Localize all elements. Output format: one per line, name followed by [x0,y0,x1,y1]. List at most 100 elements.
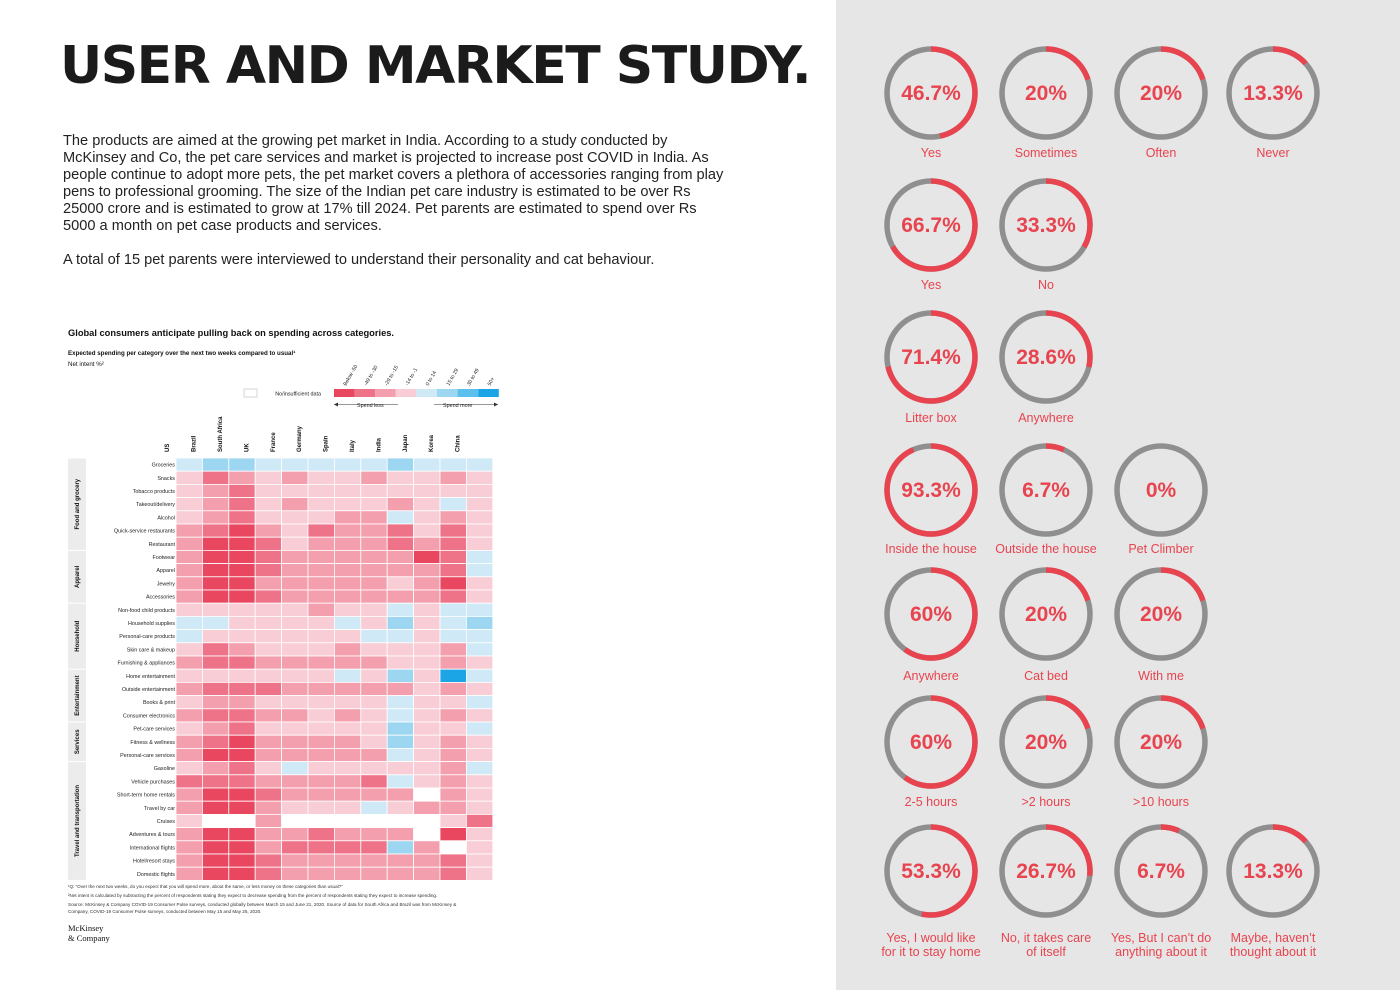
heatmap-cell [254,695,282,710]
donut-value-arc [999,567,1093,661]
donut-percent-label: 33.3% [1016,214,1076,237]
heatmap-cell [360,681,388,696]
heatmap-cell [201,721,230,736]
heatmap-cell [386,761,415,776]
heatmap-title: Global consumers anticipate pulling back… [68,328,394,338]
heatmap-cell [413,602,441,617]
donut-answer-label: No, it takes care [1001,931,1091,945]
heatmap-cell [465,668,494,683]
heatmap-cell [333,668,362,683]
heatmap-column-label: South Africa [218,416,224,452]
heatmap-cell [413,800,441,815]
heatmap-column-label: Germany [297,425,303,452]
heatmap-cell [413,655,441,670]
heatmap-cell [413,589,441,604]
heatmap-cell [175,747,203,762]
heatmap-row-label: Takeout/delivery [136,502,175,508]
heatmap-row-label: Travel by car [144,806,175,812]
heatmap-cell [228,483,256,498]
heatmap-cell [307,563,335,578]
heatmap-cell [254,761,282,776]
donut-answer-label: Yes [921,146,941,160]
donut-answer-label: Outside the house [995,542,1097,556]
heatmap-cell [360,800,388,815]
donut-value-arc [884,695,978,789]
heatmap-cell [175,774,203,789]
heatmap-cell [228,721,256,736]
donut-percent-label: 71.4% [901,346,961,369]
heatmap-cell [413,629,441,644]
heatmap-cell [254,800,282,815]
heatmap-cell [175,615,203,630]
donut-answer-label: anything about it [1115,945,1207,959]
heatmap-cell [465,708,494,723]
legend-swatch [478,389,499,397]
heatmap-cell [360,761,388,776]
heatmap-cell [386,787,415,802]
donut-value-arc [999,310,1093,404]
donut-value-arc [999,46,1093,140]
heatmap-cell [465,510,494,525]
heatmap-cell [333,787,362,802]
page-title: USER AND MARKET STUDY. [60,36,812,96]
heatmap-cell [228,827,256,842]
heatmap-cell [228,615,256,630]
heatmap-cell [333,510,362,525]
heatmap-cell [228,668,256,683]
heatmap-cell [413,642,441,657]
donut-percent-label: 6.7% [1137,860,1185,883]
heatmap-cell [201,813,230,828]
heatmap-cell [228,629,256,644]
heatmap-cell [439,483,467,498]
heatmap-cell [175,695,203,710]
heatmap-cell [465,536,494,551]
heatmap-cell [360,827,388,842]
heatmap-cell [281,866,309,881]
heatmap-cell [413,470,441,485]
heatmap-cell [175,827,203,842]
heatmap-cell [281,734,309,749]
heatmap-cell [386,708,415,723]
heatmap-cell [360,853,388,868]
heatmap-cell [439,787,467,802]
heatmap-cell [201,589,230,604]
heatmap-cell [333,629,362,644]
heatmap-cell [228,787,256,802]
heatmap-cell [201,549,230,564]
heatmap-cell [413,721,441,736]
heatmap-cell [228,470,256,485]
heatmap-cell [439,840,467,855]
heatmap-cell [386,615,415,630]
heatmap-group-label: Household [75,620,81,651]
heatmap-cell [386,827,415,842]
donut-chart: 20% Cat bed [999,567,1093,683]
heatmap-cell [413,497,441,512]
heatmap-cell [413,536,441,551]
heatmap-cell [386,536,415,551]
heatmap-cell [254,602,282,617]
heatmap-cell [228,734,256,749]
heatmap-cell [228,523,256,538]
heatmap-cell [465,800,494,815]
heatmap-cell [307,721,335,736]
donut-percent-label: 13.3% [1243,860,1303,883]
heatmap-cell [439,853,467,868]
heatmap-cell [254,523,282,538]
heatmap-cell [281,827,309,842]
heatmap-row-label: Short-term home rentals [117,793,175,799]
heatmap-cell [281,853,309,868]
heatmap-row-label: Jewelry [157,581,176,587]
heatmap-cell [307,523,335,538]
heatmap-row-label: Tobacco products [133,489,176,495]
heatmap-cell [254,827,282,842]
heatmap-cell [386,813,415,828]
heatmap-cell [254,774,282,789]
heatmap-cell [465,497,494,512]
heatmap-cell [333,747,362,762]
legend-no-data-swatch [243,388,258,398]
heatmap-cell [307,787,335,802]
donut-value-arc [884,443,978,537]
heatmap-cell [465,629,494,644]
heatmap-cell [439,655,467,670]
